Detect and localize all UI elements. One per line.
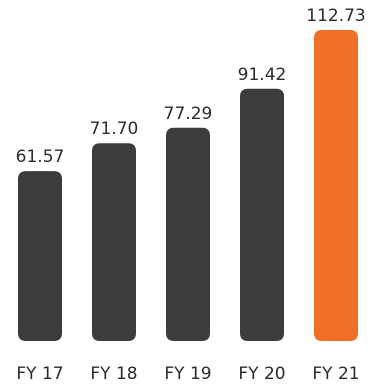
bar-fy-17 (18, 171, 62, 341)
category-label-fy-18: FY 18 (90, 364, 137, 384)
value-label-fy-21: 112.73 (306, 6, 365, 26)
bar-fy-18 (92, 143, 136, 341)
category-label-fy-21: FY 21 (312, 364, 359, 384)
value-label-fy-20: 91.42 (238, 65, 287, 85)
bar-fy-19 (166, 127, 210, 341)
category-label-fy-17: FY 17 (16, 364, 63, 384)
bars-group (18, 30, 358, 341)
value-label-fy-18: 71.70 (90, 119, 139, 139)
value-label-fy-17: 61.57 (16, 147, 65, 167)
bar-fy-20 (240, 88, 284, 341)
bar-fy-21 (314, 30, 358, 341)
value-label-fy-19: 77.29 (164, 104, 213, 124)
value-labels-group: 61.57 71.70 77.29 91.42 112.73 (16, 6, 366, 167)
category-labels-group: FY 17 FY 18 FY 19 FY 20 FY 21 (16, 364, 359, 384)
category-label-fy-19: FY 19 (164, 364, 211, 384)
category-label-fy-20: FY 20 (238, 364, 285, 384)
